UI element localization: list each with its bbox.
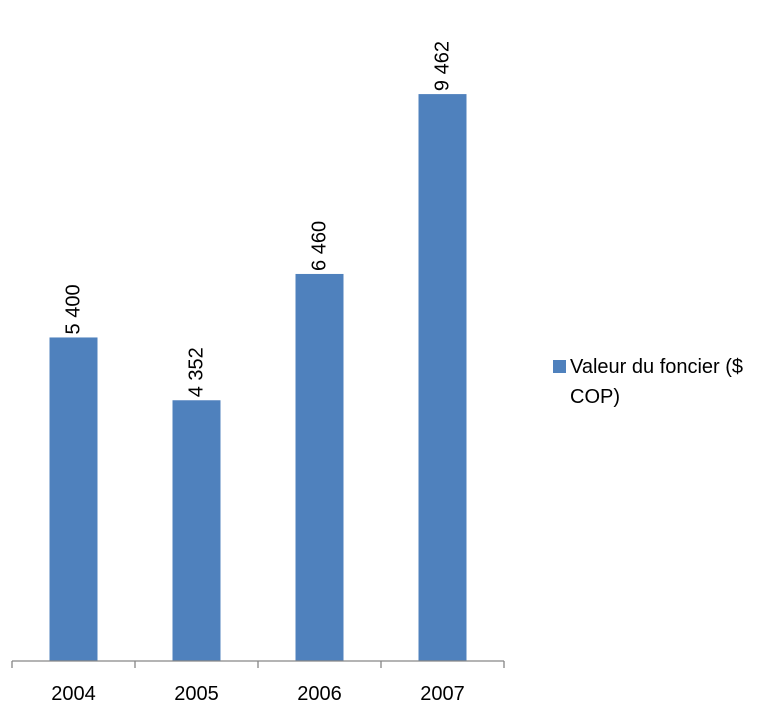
legend-label: Valeur du foncier ($ COP)	[570, 356, 744, 408]
x-tick-label-2004: 2004	[51, 683, 96, 705]
bars-group	[49, 94, 467, 661]
data-label-2006: 6 460	[309, 221, 331, 271]
data-label-2005: 4 352	[186, 347, 208, 397]
x-axis-ticks-group	[11, 661, 505, 668]
bar-2004	[49, 337, 98, 661]
data-labels-group: 5 400 4 352 6 460 9 462	[63, 41, 454, 397]
legend: Valeur du foncier ($ COP)	[553, 352, 760, 412]
data-label-2007: 9 462	[432, 41, 454, 91]
x-axis-tick-labels-group: 2004 2005 2006 2007	[51, 683, 465, 705]
legend-swatch	[553, 360, 566, 373]
bar-2006	[295, 273, 344, 661]
bar-2005	[172, 400, 221, 661]
x-tick-label-2005: 2005	[174, 683, 219, 705]
bar-2007	[418, 94, 467, 661]
data-label-2004: 5 400	[63, 284, 85, 334]
x-tick-label-2007: 2007	[420, 683, 465, 705]
x-tick-label-2006: 2006	[297, 683, 342, 705]
